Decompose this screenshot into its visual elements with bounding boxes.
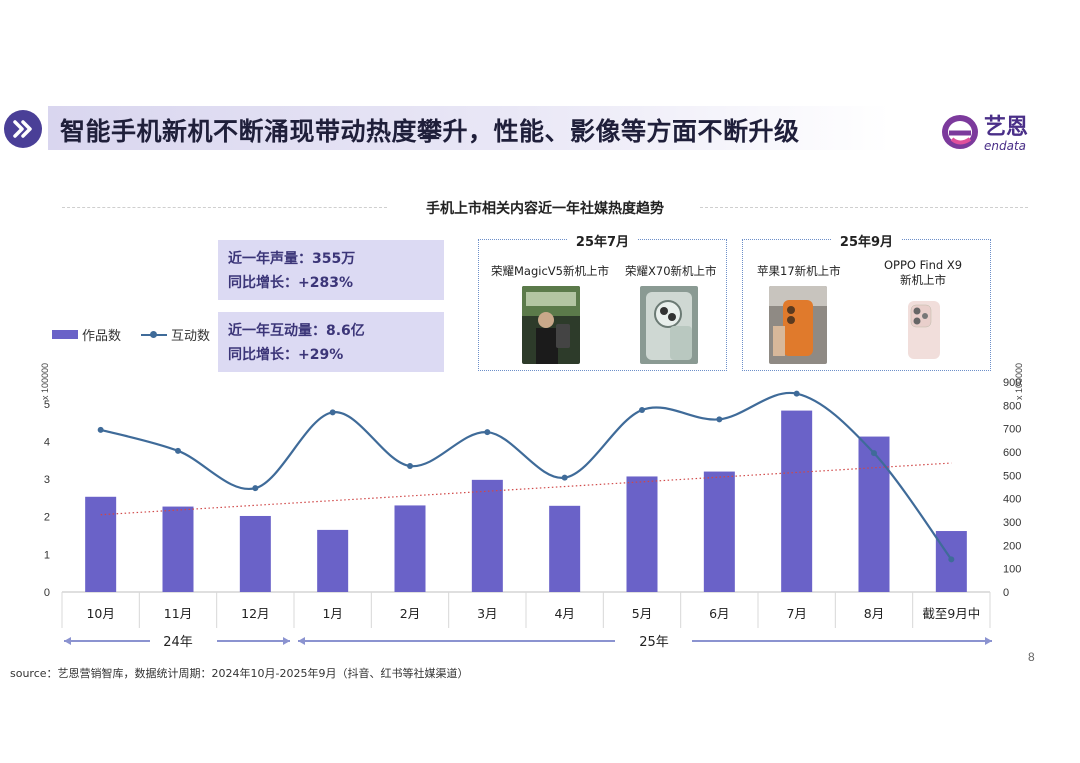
- period-label-24: 24年: [163, 635, 193, 650]
- bar-作品数: [471, 479, 503, 592]
- legend-line-label: 互动数: [171, 329, 211, 344]
- point-互动数: [561, 474, 568, 481]
- launch-period-july: 25年7月: [567, 235, 638, 250]
- bar-作品数: [85, 496, 117, 592]
- x-axis-label: 7月: [786, 606, 806, 621]
- x-axis-label: 6月: [709, 606, 729, 621]
- source-note: source：艺恩营销智库，数据统计周期：2024年10月-2025年9月（抖音…: [10, 667, 469, 680]
- launch-item-label: 荣耀X70新机上市: [625, 264, 717, 278]
- bar-作品数: [858, 436, 890, 592]
- oppo-label-line1: OPPO Find X9: [883, 258, 963, 272]
- right-axis-tick: 300: [1003, 517, 1021, 529]
- bar-作品数: [162, 506, 194, 592]
- left-axis-tick: 2: [44, 512, 50, 524]
- point-互动数: [407, 463, 413, 469]
- title-banner: [48, 106, 890, 150]
- right-axis-unit: x 100000: [1014, 362, 1024, 400]
- chart-legend: 作品数 互动数: [52, 325, 210, 344]
- honor-magicv5-photo: [522, 286, 580, 364]
- volume-label: 近一年声量：355万: [228, 251, 356, 267]
- right-axis-tick: 600: [1003, 447, 1021, 459]
- launch-period-september: 25年9月: [831, 235, 902, 250]
- left-axis-tick: 0: [44, 587, 50, 599]
- legend-bar-label: 作品数: [82, 329, 122, 344]
- interaction-growth: 同比增长：+29%: [228, 347, 344, 363]
- svg-text:endata: endata: [984, 139, 1026, 153]
- left-axis-unit: x 100000: [40, 362, 50, 400]
- bar-作品数: [394, 505, 426, 592]
- page-title: 智能手机新机不断涌现带动热度攀升，性能、影像等方面不断升级: [60, 117, 800, 146]
- launch-item-label: 苹果17新机上市: [757, 264, 841, 278]
- x-axis-label: 5月: [632, 606, 652, 621]
- x-axis-label: 11月: [164, 606, 192, 621]
- point-互动数: [639, 407, 645, 413]
- point-互动数: [948, 556, 955, 563]
- honor-x70-photo: [640, 286, 698, 364]
- right-axis-tick: 400: [1003, 494, 1021, 506]
- right-axis-tick: 200: [1003, 540, 1021, 552]
- left-axis-tick: 3: [44, 474, 50, 486]
- bar-作品数: [703, 471, 735, 592]
- title-divider-right: [700, 207, 1028, 208]
- point-互动数: [484, 429, 491, 436]
- point-互动数: [252, 485, 259, 492]
- x-axis-label: 1月: [322, 606, 342, 621]
- bar-作品数: [549, 505, 581, 592]
- endata-logo: 艺恩 endata: [940, 108, 1050, 154]
- right-axis-tick: 0: [1003, 587, 1009, 599]
- bar-作品数: [317, 529, 349, 592]
- x-axis-label: 截至9月中: [922, 606, 980, 621]
- right-axis-tick: 800: [1003, 400, 1021, 412]
- volume-growth: 同比增长：+283%: [228, 275, 353, 291]
- point-互动数: [716, 416, 723, 423]
- legend-line-swatch: [141, 330, 168, 338]
- arrow-head-right-icon: [283, 637, 290, 645]
- svg-text:艺恩: 艺恩: [984, 114, 1028, 140]
- point-互动数: [97, 426, 104, 433]
- trendline: [100, 462, 952, 516]
- bar-作品数: [239, 515, 271, 592]
- page-number: 8: [1028, 650, 1035, 664]
- volume-stat-box: 近一年声量：355万 同比增长：+283%: [218, 240, 444, 300]
- point-互动数: [793, 390, 800, 397]
- launch-box-september: 25年9月 苹果17新机上市 OPPO Find X9 新机上市: [742, 235, 991, 371]
- arrow-head-left-icon: [64, 637, 71, 645]
- left-axis-tick: 4: [44, 436, 50, 448]
- interaction-label: 近一年互动量：8.6亿: [228, 323, 365, 339]
- x-axis-label: 10月: [86, 606, 114, 621]
- line-互动数: [100, 391, 953, 560]
- launch-item-label: 荣耀MagicV5新机上市: [491, 264, 609, 278]
- bar-作品数: [781, 410, 813, 592]
- oppo-find-x9-photo: [898, 295, 948, 363]
- left-axis-tick: 5: [44, 399, 50, 411]
- bar-作品数: [626, 476, 658, 592]
- right-axis-tick: 700: [1003, 424, 1021, 436]
- interaction-stat-box: 近一年互动量：8.6亿 同比增长：+29%: [218, 312, 444, 372]
- point-互动数: [871, 450, 877, 457]
- x-axis-label: 12月: [241, 606, 269, 621]
- launch-box-july: 25年7月 荣耀MagicV5新机上市 荣耀X70新机上市: [478, 235, 727, 371]
- x-axis-label: 3月: [477, 606, 497, 621]
- point-互动数: [175, 447, 181, 454]
- right-axis-tick: 100: [1003, 564, 1021, 576]
- chart-title: 手机上市相关内容近一年社媒热度趋势: [426, 201, 664, 217]
- x-axis-label: 2月: [400, 606, 420, 621]
- iphone-17-photo: [769, 286, 827, 364]
- point-互动数: [329, 409, 336, 416]
- right-axis-tick: 500: [1003, 470, 1021, 482]
- oppo-label-line2: 新机上市: [900, 273, 946, 287]
- period-label-25: 25年: [639, 635, 669, 650]
- launch-item-label: OPPO Find X9 新机上市: [881, 258, 965, 288]
- arrow-head-left-icon: [298, 637, 305, 645]
- x-axis-label: 8月: [864, 606, 884, 621]
- legend-bar-swatch: [52, 330, 78, 339]
- x-axis-label: 4月: [554, 606, 574, 621]
- left-axis-tick: 1: [44, 549, 50, 561]
- title-divider-left: [62, 207, 387, 208]
- double-chevron-icon: [4, 110, 42, 148]
- arrow-head-right-icon: [985, 637, 992, 645]
- bar-作品数: [935, 531, 967, 592]
